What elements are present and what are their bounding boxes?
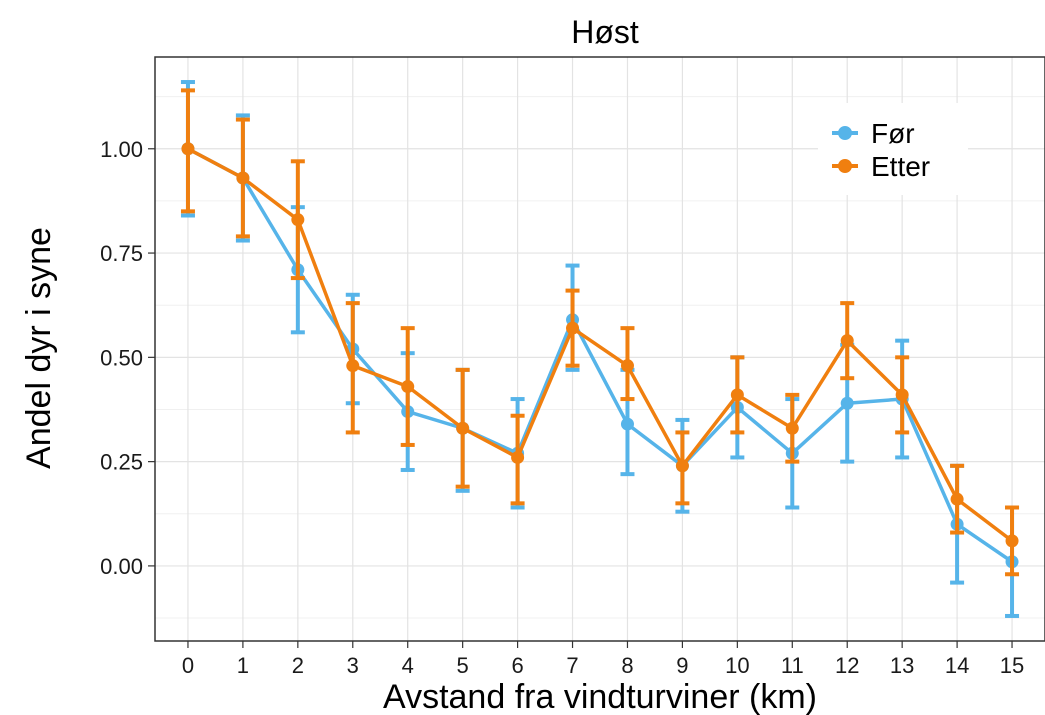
data-point xyxy=(620,359,634,373)
data-point xyxy=(840,396,854,410)
x-tick-label: 6 xyxy=(511,653,523,678)
data-point xyxy=(236,171,250,185)
x-tick-label: 3 xyxy=(347,653,359,678)
x-tick-label: 11 xyxy=(781,653,804,678)
data-point xyxy=(401,380,415,394)
legend-key-marker xyxy=(838,159,852,173)
x-tick-label: 9 xyxy=(676,653,688,678)
x-axis-title: Avstand fra vindturviner (km) xyxy=(383,678,817,715)
y-tick-label: 0.25 xyxy=(100,450,143,475)
legend-key-marker xyxy=(838,126,852,140)
y-axis-title: Andel dyr i syne xyxy=(20,227,58,469)
legend-label: Før xyxy=(871,118,915,149)
data-point xyxy=(675,459,689,473)
data-point xyxy=(346,359,360,373)
y-tick-label: 0.50 xyxy=(100,345,143,370)
x-tick-label: 15 xyxy=(1000,653,1024,678)
x-tick-label: 12 xyxy=(835,653,859,678)
y-tick-label: 0.75 xyxy=(100,241,143,266)
x-tick-label: 8 xyxy=(621,653,633,678)
series-line xyxy=(187,147,1014,564)
x-tick-label: 7 xyxy=(566,653,578,678)
x-tick-label: 0 xyxy=(182,653,194,678)
data-point xyxy=(511,450,525,464)
x-tick-label: 4 xyxy=(402,653,414,678)
data-point xyxy=(291,213,305,227)
y-tick-label: 1.00 xyxy=(100,137,143,162)
series-2 xyxy=(180,88,1020,577)
data-point xyxy=(840,334,854,348)
data-point xyxy=(1005,534,1019,548)
data-point xyxy=(895,388,909,402)
data-point xyxy=(620,417,634,431)
data-point xyxy=(566,321,580,335)
plot-border xyxy=(154,56,1045,642)
x-tick-label: 2 xyxy=(292,653,304,678)
series-line xyxy=(187,147,1014,543)
data-point xyxy=(730,388,744,402)
x-tick-label: 10 xyxy=(725,653,749,678)
x-tick-label: 13 xyxy=(890,653,914,678)
y-tick-label: 0.00 xyxy=(100,554,143,579)
legend-background xyxy=(818,103,968,195)
data-point xyxy=(181,142,195,156)
data-point xyxy=(456,421,470,435)
x-tick-label: 1 xyxy=(237,653,249,678)
chart-title: Høst xyxy=(571,14,639,50)
legend-label: Etter xyxy=(871,151,930,182)
data-point xyxy=(950,492,964,506)
x-tick-label: 5 xyxy=(457,653,469,678)
x-tick-label: 14 xyxy=(945,653,969,678)
data-point xyxy=(785,421,799,435)
